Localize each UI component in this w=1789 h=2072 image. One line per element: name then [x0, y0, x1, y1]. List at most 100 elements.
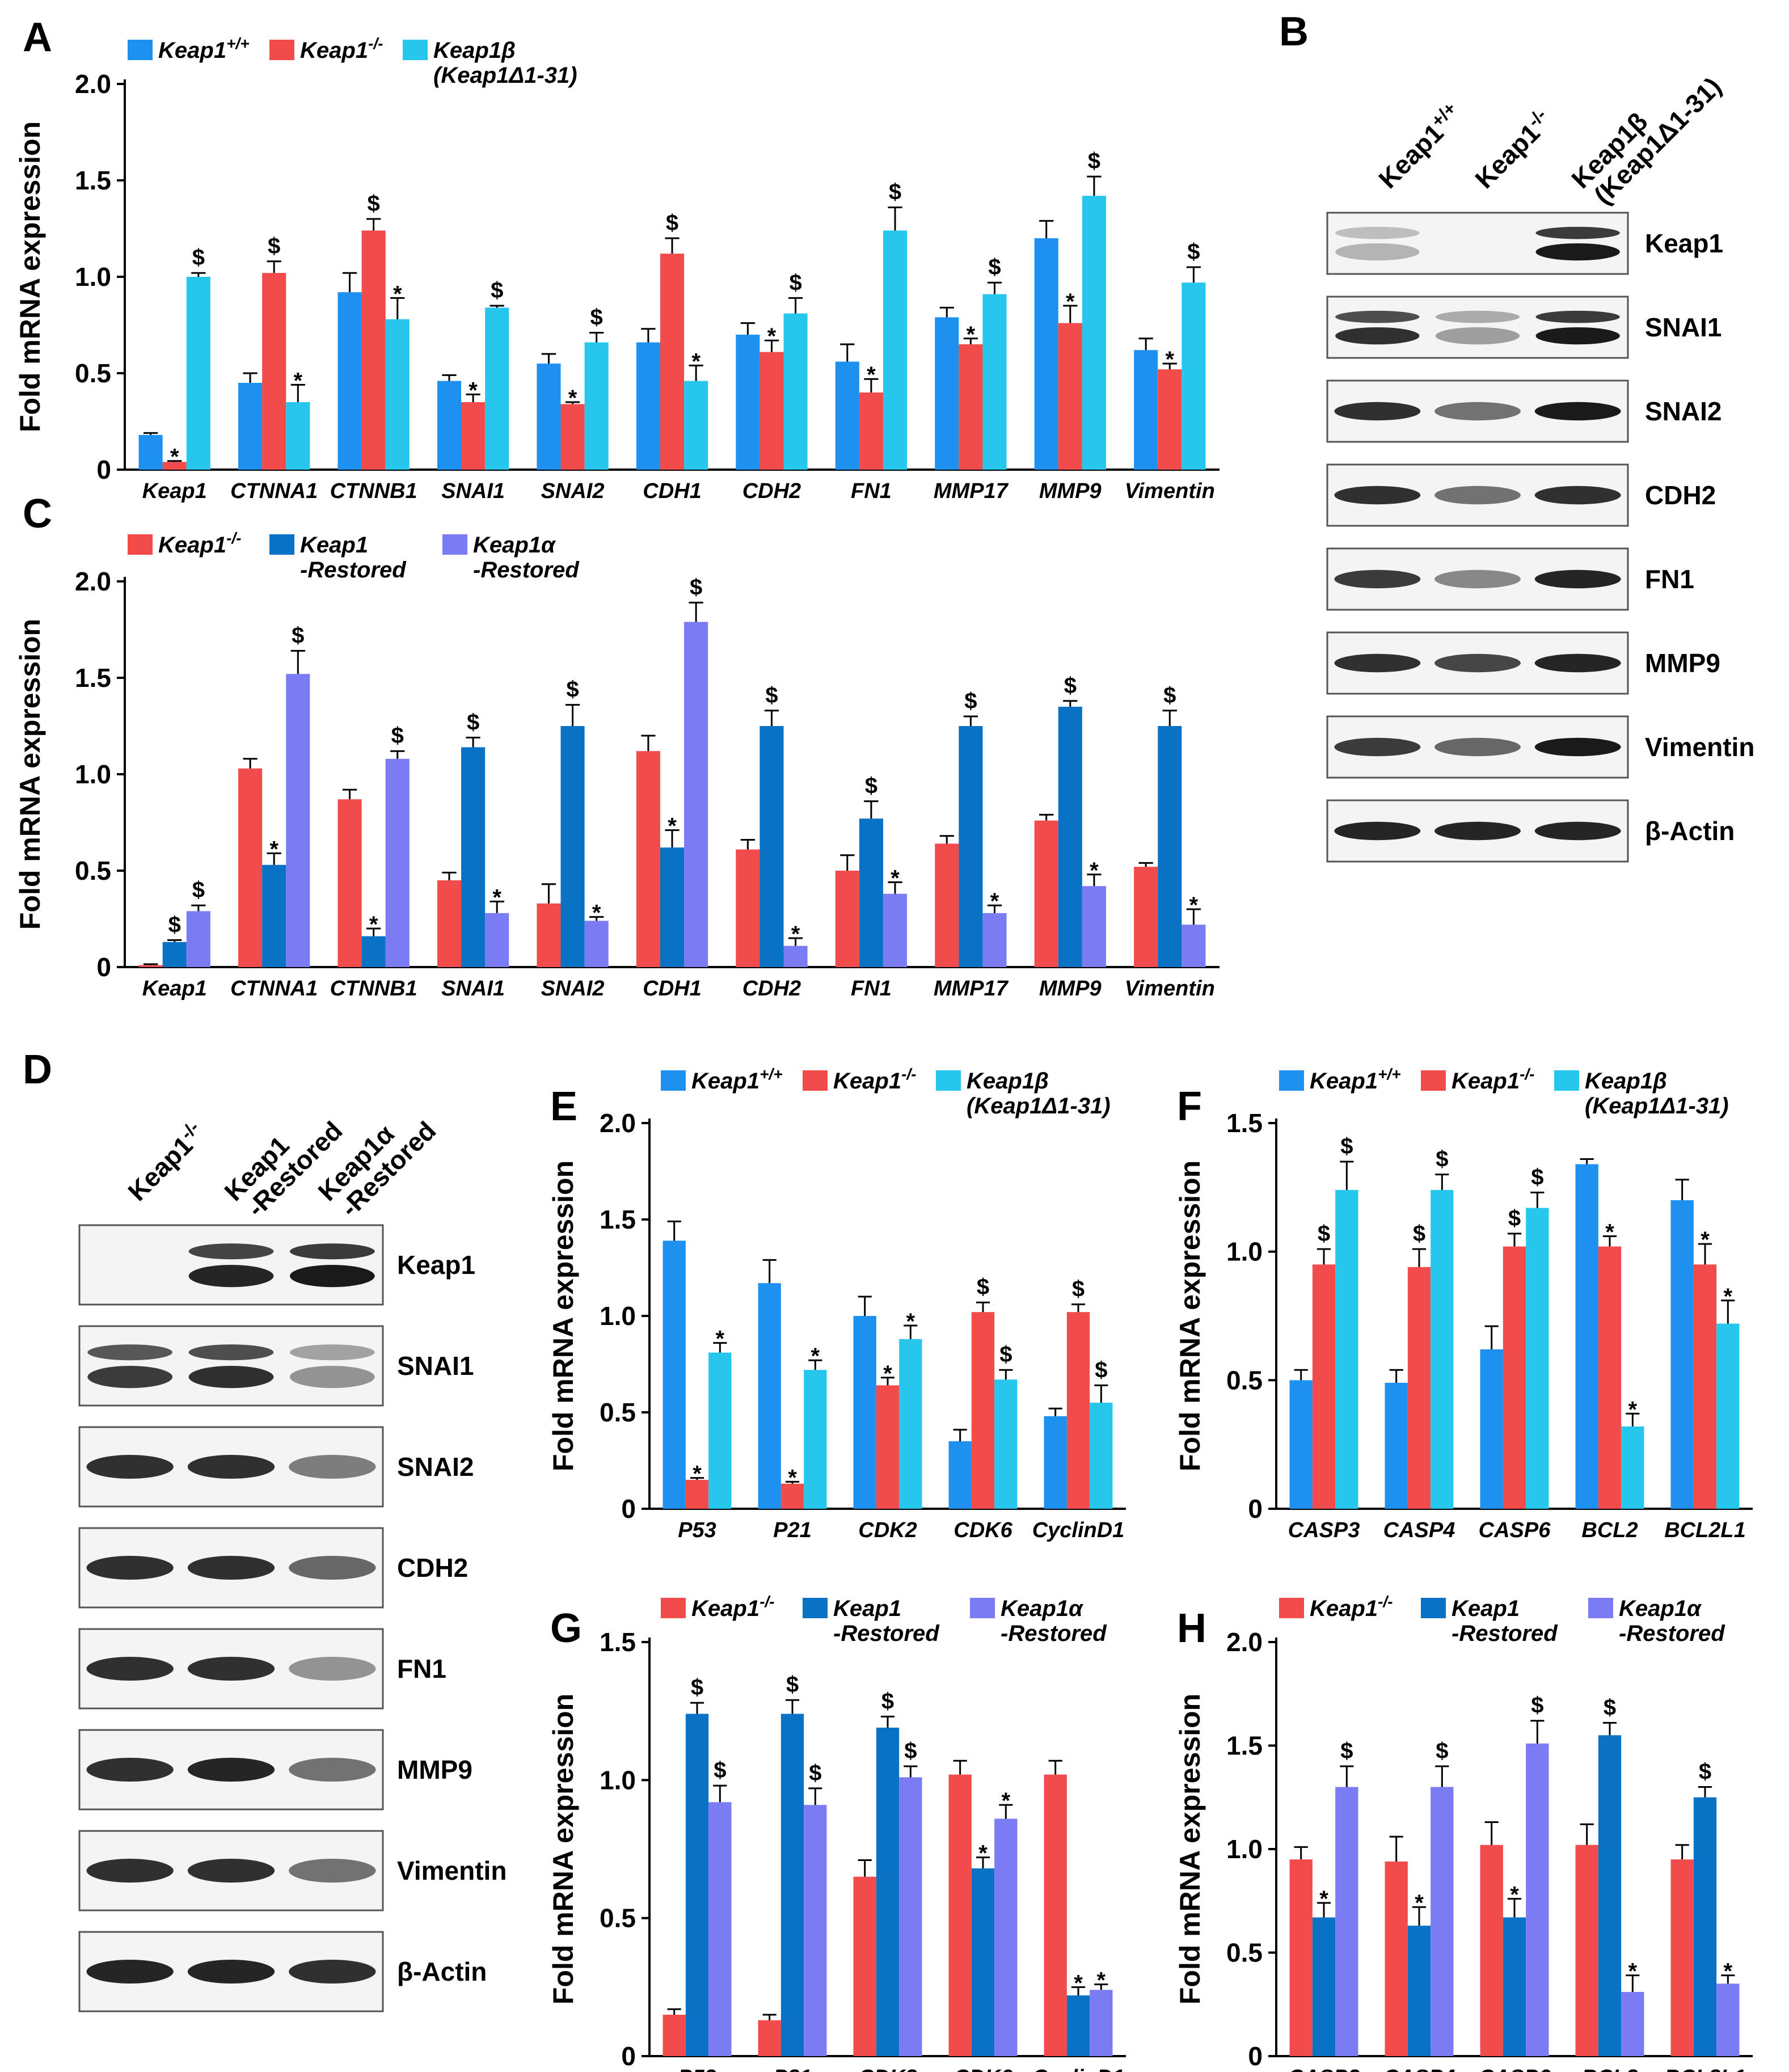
band-mmp9-lane1 — [86, 1758, 174, 1782]
band-vimentin-lane3 — [289, 1859, 376, 1883]
category-label-keap1: Keap1 — [142, 977, 207, 1001]
category-label-bcl2l1: BCL2L1 — [1664, 1518, 1746, 1542]
bar-bcl2-keap1 — [1598, 1246, 1622, 1509]
significance-mark: * — [1701, 1227, 1710, 1252]
band-fn1-lane2 — [187, 1657, 275, 1681]
band-actin-lane2 — [1434, 821, 1521, 841]
bar-cdh2-keap1-restored — [760, 726, 784, 967]
bar-fn1-keap1-restored — [859, 818, 883, 967]
protein-label-vimentin: Vimentin — [1645, 732, 1754, 762]
significance-mark: $ — [292, 623, 304, 648]
category-label-casp4: CASP4 — [1383, 2066, 1455, 2072]
bar-bcl2l1-keap1-keap1-1-31 — [1716, 1323, 1740, 1509]
bar-fn1-keap1-keap1-1-31 — [883, 230, 908, 470]
category-label-cyclind1: CyclinD1 — [1032, 1518, 1125, 1542]
significance-mark: $ — [368, 191, 380, 216]
significance-mark: $ — [765, 683, 778, 708]
bar-snai1-keap1-keap1-1-31 — [485, 307, 509, 470]
category-label-casp4: CASP4 — [1383, 1518, 1455, 1542]
y-tick-label: 0 — [621, 2041, 636, 2071]
bar-snai2-keap1 — [537, 903, 561, 967]
legend-swatch-keap1-restored — [442, 534, 467, 555]
blot-box-keap1 — [1326, 212, 1629, 275]
legend-sublabel-keap1-restored: -Restored — [300, 558, 407, 583]
panel-label-d: D — [23, 1047, 52, 1092]
significance-mark: * — [1605, 1219, 1614, 1244]
category-label-mmp17: MMP17 — [934, 977, 1009, 1001]
bar-mmp9-keap1 — [1034, 820, 1058, 967]
bar-p53-keap1-keap1-1-31 — [708, 1352, 732, 1509]
category-label-fn1: FN1 — [851, 479, 892, 503]
significance-mark: * — [1066, 289, 1075, 314]
significance-mark: $ — [268, 234, 280, 259]
y-tick-label: 1.5 — [1226, 1731, 1263, 1761]
bar-cdh2-keap1 — [760, 352, 784, 470]
band-fn1-lane1 — [86, 1657, 174, 1681]
bar-ctnnb1-keap1 — [337, 292, 362, 470]
legend-sublabel-keap1-restored: -Restored — [1619, 1621, 1725, 1646]
band-vimentin-lane2 — [1434, 737, 1521, 757]
bar-keap1-keap1-restored — [162, 942, 187, 967]
band-keap1-lane3 — [1535, 226, 1620, 239]
bar-cdh2-keap1-keap1-1-31 — [783, 313, 808, 470]
significance-mark: $ — [1508, 1206, 1521, 1231]
band-snai1-lane1 — [1335, 310, 1420, 323]
legend-label-keap1-keap1-1-31: Keap1β — [1585, 1069, 1667, 1094]
bar-p53-keap1-restored — [708, 1802, 732, 2056]
bar-cdh1-keap1-restored — [684, 622, 708, 967]
bar-mmp17-keap1 — [935, 317, 959, 470]
significance-mark: $ — [786, 1672, 799, 1697]
bar-cdk2-keap1 — [853, 1316, 876, 1509]
significance-mark: * — [469, 378, 478, 403]
bar-ctnna1-keap1-keap1-1-31 — [286, 402, 310, 470]
bar-ctnna1-keap1 — [262, 273, 286, 470]
legend-label-keap1-restored: Keap1α — [1619, 1596, 1702, 1621]
significance-mark: $ — [889, 180, 901, 205]
bar-casp6-keap1 — [1480, 1845, 1503, 2056]
significance-mark: * — [1724, 1284, 1733, 1309]
legend-sublabel-keap1-restored: -Restored — [473, 558, 580, 583]
bar-vimentin-keap1 — [1134, 867, 1158, 967]
significance-mark: $ — [666, 210, 678, 235]
y-tick-label: 1.5 — [75, 166, 111, 195]
significance-mark: * — [906, 1309, 915, 1334]
category-label-cdh1: CDH1 — [643, 977, 701, 1001]
legend-label-keap1-restored: Keap1α — [1001, 1596, 1084, 1621]
bar-cdk6-keap1 — [971, 1312, 995, 1509]
y-tick-label: 1.5 — [1226, 1108, 1263, 1138]
band-snai1-lane2 — [1435, 327, 1520, 345]
category-label-snai2: SNAI2 — [541, 977, 605, 1001]
significance-mark: * — [1628, 1397, 1638, 1422]
band-fn1-lane2 — [1434, 569, 1521, 589]
bar-bcl2-keap1-restored — [1598, 1735, 1622, 2056]
bar-mmp9-keap1 — [1058, 323, 1082, 470]
significance-mark: $ — [1187, 239, 1200, 264]
category-label-ctnna1: CTNNA1 — [230, 977, 318, 1001]
significance-mark: $ — [1699, 1759, 1711, 1784]
panel-label-g: G — [550, 1606, 582, 1651]
category-label-cyclind1: CyclinD1 — [1032, 2066, 1125, 2072]
category-label-p53: P53 — [678, 2066, 716, 2072]
band-vimentin-lane1 — [1334, 737, 1421, 757]
bar-casp3-keap1-keap1-1-31 — [1335, 1189, 1358, 1509]
y-tick-label: 0.5 — [600, 1904, 636, 1933]
significance-mark: $ — [1088, 149, 1100, 174]
band-snai1-lane1 — [87, 1344, 173, 1361]
significance-mark: $ — [1072, 1277, 1085, 1302]
legend-label-keap1: Keap1+/+ — [691, 1065, 783, 1094]
bar-ctnnb1-keap1 — [361, 230, 386, 470]
band-fn1-lane3 — [1534, 569, 1621, 589]
legend-label-keap1: Keap1-/- — [300, 35, 383, 63]
category-label-casp3: CASP3 — [1288, 1518, 1360, 1542]
significance-mark: $ — [988, 255, 1001, 280]
bar-cyclind1-keap1-restored — [1066, 1995, 1090, 2056]
legend-swatch-keap1 — [661, 1598, 686, 1618]
category-label-snai1: SNAI1 — [441, 479, 505, 503]
legend-swatch-keap1-restored — [803, 1598, 828, 1618]
bar-ctnnb1-keap1-keap1-1-31 — [385, 319, 410, 470]
bar-vimentin-keap1-restored — [1182, 925, 1206, 967]
category-label-cdk6: CDK6 — [953, 2066, 1012, 2072]
y-tick-label: 0 — [1248, 1494, 1263, 1524]
